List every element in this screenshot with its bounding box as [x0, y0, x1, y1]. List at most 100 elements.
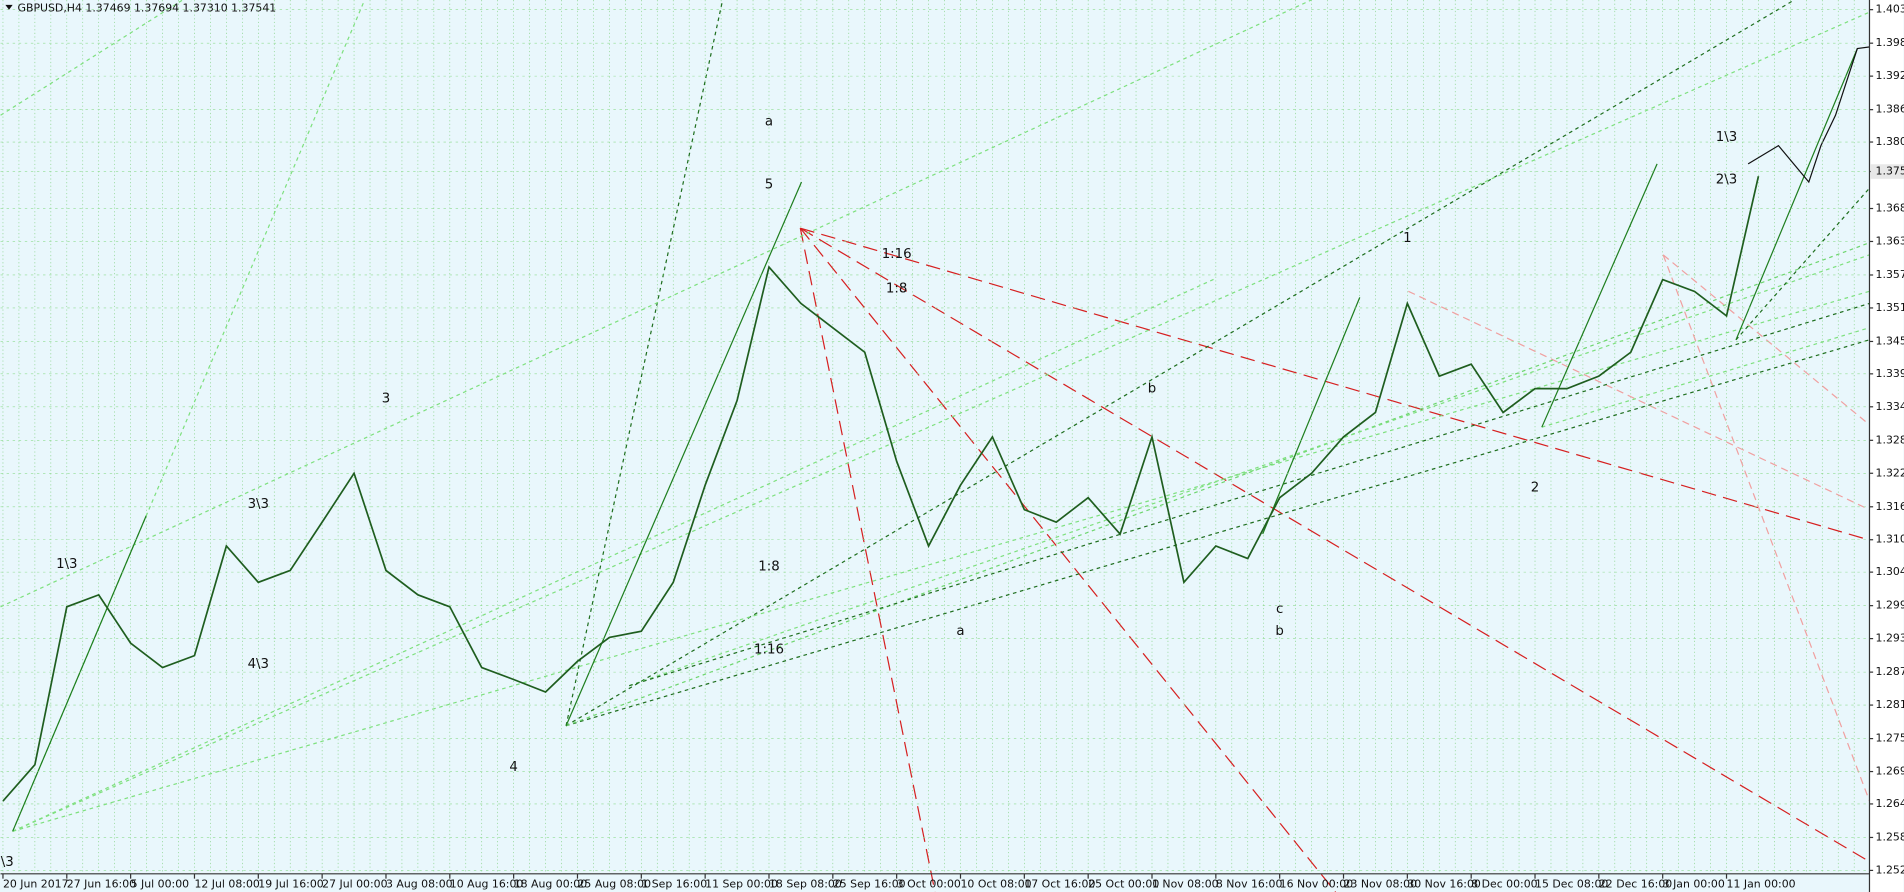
y-tick-label: 1.3631 — [1876, 234, 1904, 247]
x-tick-label: 17 Oct 16:00 — [1024, 878, 1095, 891]
x-tick-label: 20 Jun 2017 — [3, 878, 69, 891]
x-tick-label: 11 Jan 00:00 — [1727, 878, 1796, 891]
impulse-line — [1541, 163, 1658, 428]
wave-label: a — [956, 624, 964, 639]
trend-line — [565, 0, 1795, 727]
fan-line — [799, 227, 1336, 892]
x-tick-label: 30 Nov 16:00 — [1407, 878, 1481, 891]
price-line — [2, 175, 1760, 802]
x-tick-label: 12 Jul 08:00 — [194, 878, 259, 891]
x-tick-label: 3 Jan 00:00 — [1663, 878, 1725, 891]
y-tick-label: 1.3164 — [1876, 500, 1904, 513]
x-tick-label: 5 Jul 00:00 — [131, 878, 190, 891]
y-tick-label: 1.2641 — [1876, 797, 1904, 810]
wave-label: 1:16 — [754, 642, 784, 657]
y-tick-label: 1.4039 — [1876, 3, 1904, 16]
chart-title: GBPUSD,H4 1.37469 1.37694 1.37310 1.3754… — [18, 1, 277, 14]
y-tick-label: 1.2698 — [1876, 765, 1904, 778]
x-tick-label: 8 Dec 00:00 — [1471, 878, 1537, 891]
fan-line — [799, 227, 1870, 863]
trend-line — [0, 0, 1312, 608]
x-tick-label: 18 Aug 00:00 — [514, 878, 588, 891]
wave-label: 1\3 — [1716, 130, 1737, 145]
x-tick-label: 18 Sep 08:00 — [769, 878, 842, 891]
wave-label: 4 — [509, 760, 517, 775]
projection — [1747, 45, 1876, 184]
wave-label: 4\3 — [248, 657, 269, 672]
wave-label: b — [1148, 382, 1156, 397]
y-tick-label: 1.2524 — [1876, 863, 1904, 876]
x-tick-label: 27 Jul 00:00 — [322, 878, 387, 891]
y-tick-label: 1.3049 — [1876, 565, 1904, 578]
y-tick-label: 1.3106 — [1876, 533, 1904, 546]
trend-line — [565, 242, 1870, 727]
x-tick-label: 8 Nov 16:00 — [1216, 878, 1283, 891]
fan-line — [799, 228, 936, 892]
y-tick-label: 1.3980 — [1876, 36, 1904, 49]
impulse-line — [565, 181, 803, 726]
y-tick-label: 1.3281 — [1876, 433, 1904, 446]
y-tick-label: 1.3514 — [1876, 301, 1904, 314]
trend-line — [1735, 187, 1870, 341]
x-tick-label: 19 Jul 16:00 — [258, 878, 323, 891]
fan-line — [1662, 254, 1871, 802]
x-tick-label: 15 Dec 08:00 — [1535, 878, 1608, 891]
trend-line — [1541, 327, 1870, 428]
x-tick-label: 3 Aug 08:00 — [386, 878, 453, 891]
wave-label: a — [765, 115, 773, 130]
current-price-box — [1870, 164, 1904, 179]
y-tick-label: 1.2932 — [1876, 632, 1904, 645]
impulse-line — [1735, 48, 1858, 341]
y-tick-label: 1.3689 — [1876, 202, 1904, 215]
trend-line — [629, 302, 1870, 687]
y-tick-label: 1.3922 — [1876, 69, 1904, 82]
axes: 1.4039 1.3980 1.3922 1.3863 1.3806 1.3754 1.36… — [2, 3, 1904, 891]
y-tick-label: 1.2873 — [1876, 665, 1904, 678]
wave-label: 1:8 — [886, 282, 907, 297]
x-tick-label: 25 Oct 00:00 — [1088, 878, 1159, 891]
vertical-grid — [2, 0, 1855, 874]
y-tick-label: 1.3223 — [1876, 466, 1904, 479]
y-tick-label: 1.2815 — [1876, 698, 1904, 711]
wave-label: 2\3 — [1716, 173, 1737, 188]
price-axis — [1869, 0, 1904, 892]
wave-label: 4\3 — [0, 855, 14, 870]
y-tick-label: 1.3455 — [1876, 334, 1904, 347]
y-tick-label: 1.2990 — [1876, 599, 1904, 612]
y-tick-label: 1.2756 — [1876, 732, 1904, 745]
trend-line — [12, 11, 1870, 832]
x-tick-label: 1 Nov 08:00 — [1152, 878, 1219, 891]
y-tick-label: 1.3572 — [1876, 268, 1904, 281]
y-tick-label: 1.3754 — [1876, 165, 1904, 178]
trend-line — [565, 339, 1870, 727]
wave-label: 1:16 — [882, 247, 912, 262]
x-tick-label: 3 Oct 00:00 — [897, 878, 961, 891]
x-tick-label: 25 Sep 16:00 — [833, 878, 906, 891]
trend-line — [12, 278, 1215, 832]
menu-arrow[interactable] — [5, 4, 13, 10]
wave-label: 5 — [765, 178, 773, 193]
x-tick-label: 10 Aug 16:00 — [450, 878, 524, 891]
wave-label: c — [1276, 602, 1283, 617]
y-tick-label: 1.3863 — [1876, 103, 1904, 116]
x-tick-label: 10 Oct 08:00 — [960, 878, 1031, 891]
y-tick-label: 1.3806 — [1876, 135, 1904, 148]
impulse-line — [12, 515, 147, 832]
y-tick-label: 1.3340 — [1876, 400, 1904, 413]
wave-label: 3 — [382, 391, 390, 406]
y-tick-label: 1.2582 — [1876, 830, 1904, 843]
x-tick-label: 11 Sep 00:00 — [705, 878, 778, 891]
fan-line — [1662, 254, 1870, 426]
trend-line — [12, 0, 366, 832]
trend-line — [628, 254, 1870, 687]
x-tick-label: 22 Dec 16:00 — [1599, 878, 1672, 891]
trend-line — [12, 290, 1870, 832]
plot: 4\31\33\34\3345aabcb121\32\31:161:81:81:… — [0, 9, 1870, 871]
impulse-line — [1262, 297, 1361, 535]
wave-label: 1:8 — [758, 559, 779, 574]
x-tick-label: 1 Sep 16:00 — [641, 878, 707, 891]
wave-label: 3\3 — [248, 497, 269, 512]
